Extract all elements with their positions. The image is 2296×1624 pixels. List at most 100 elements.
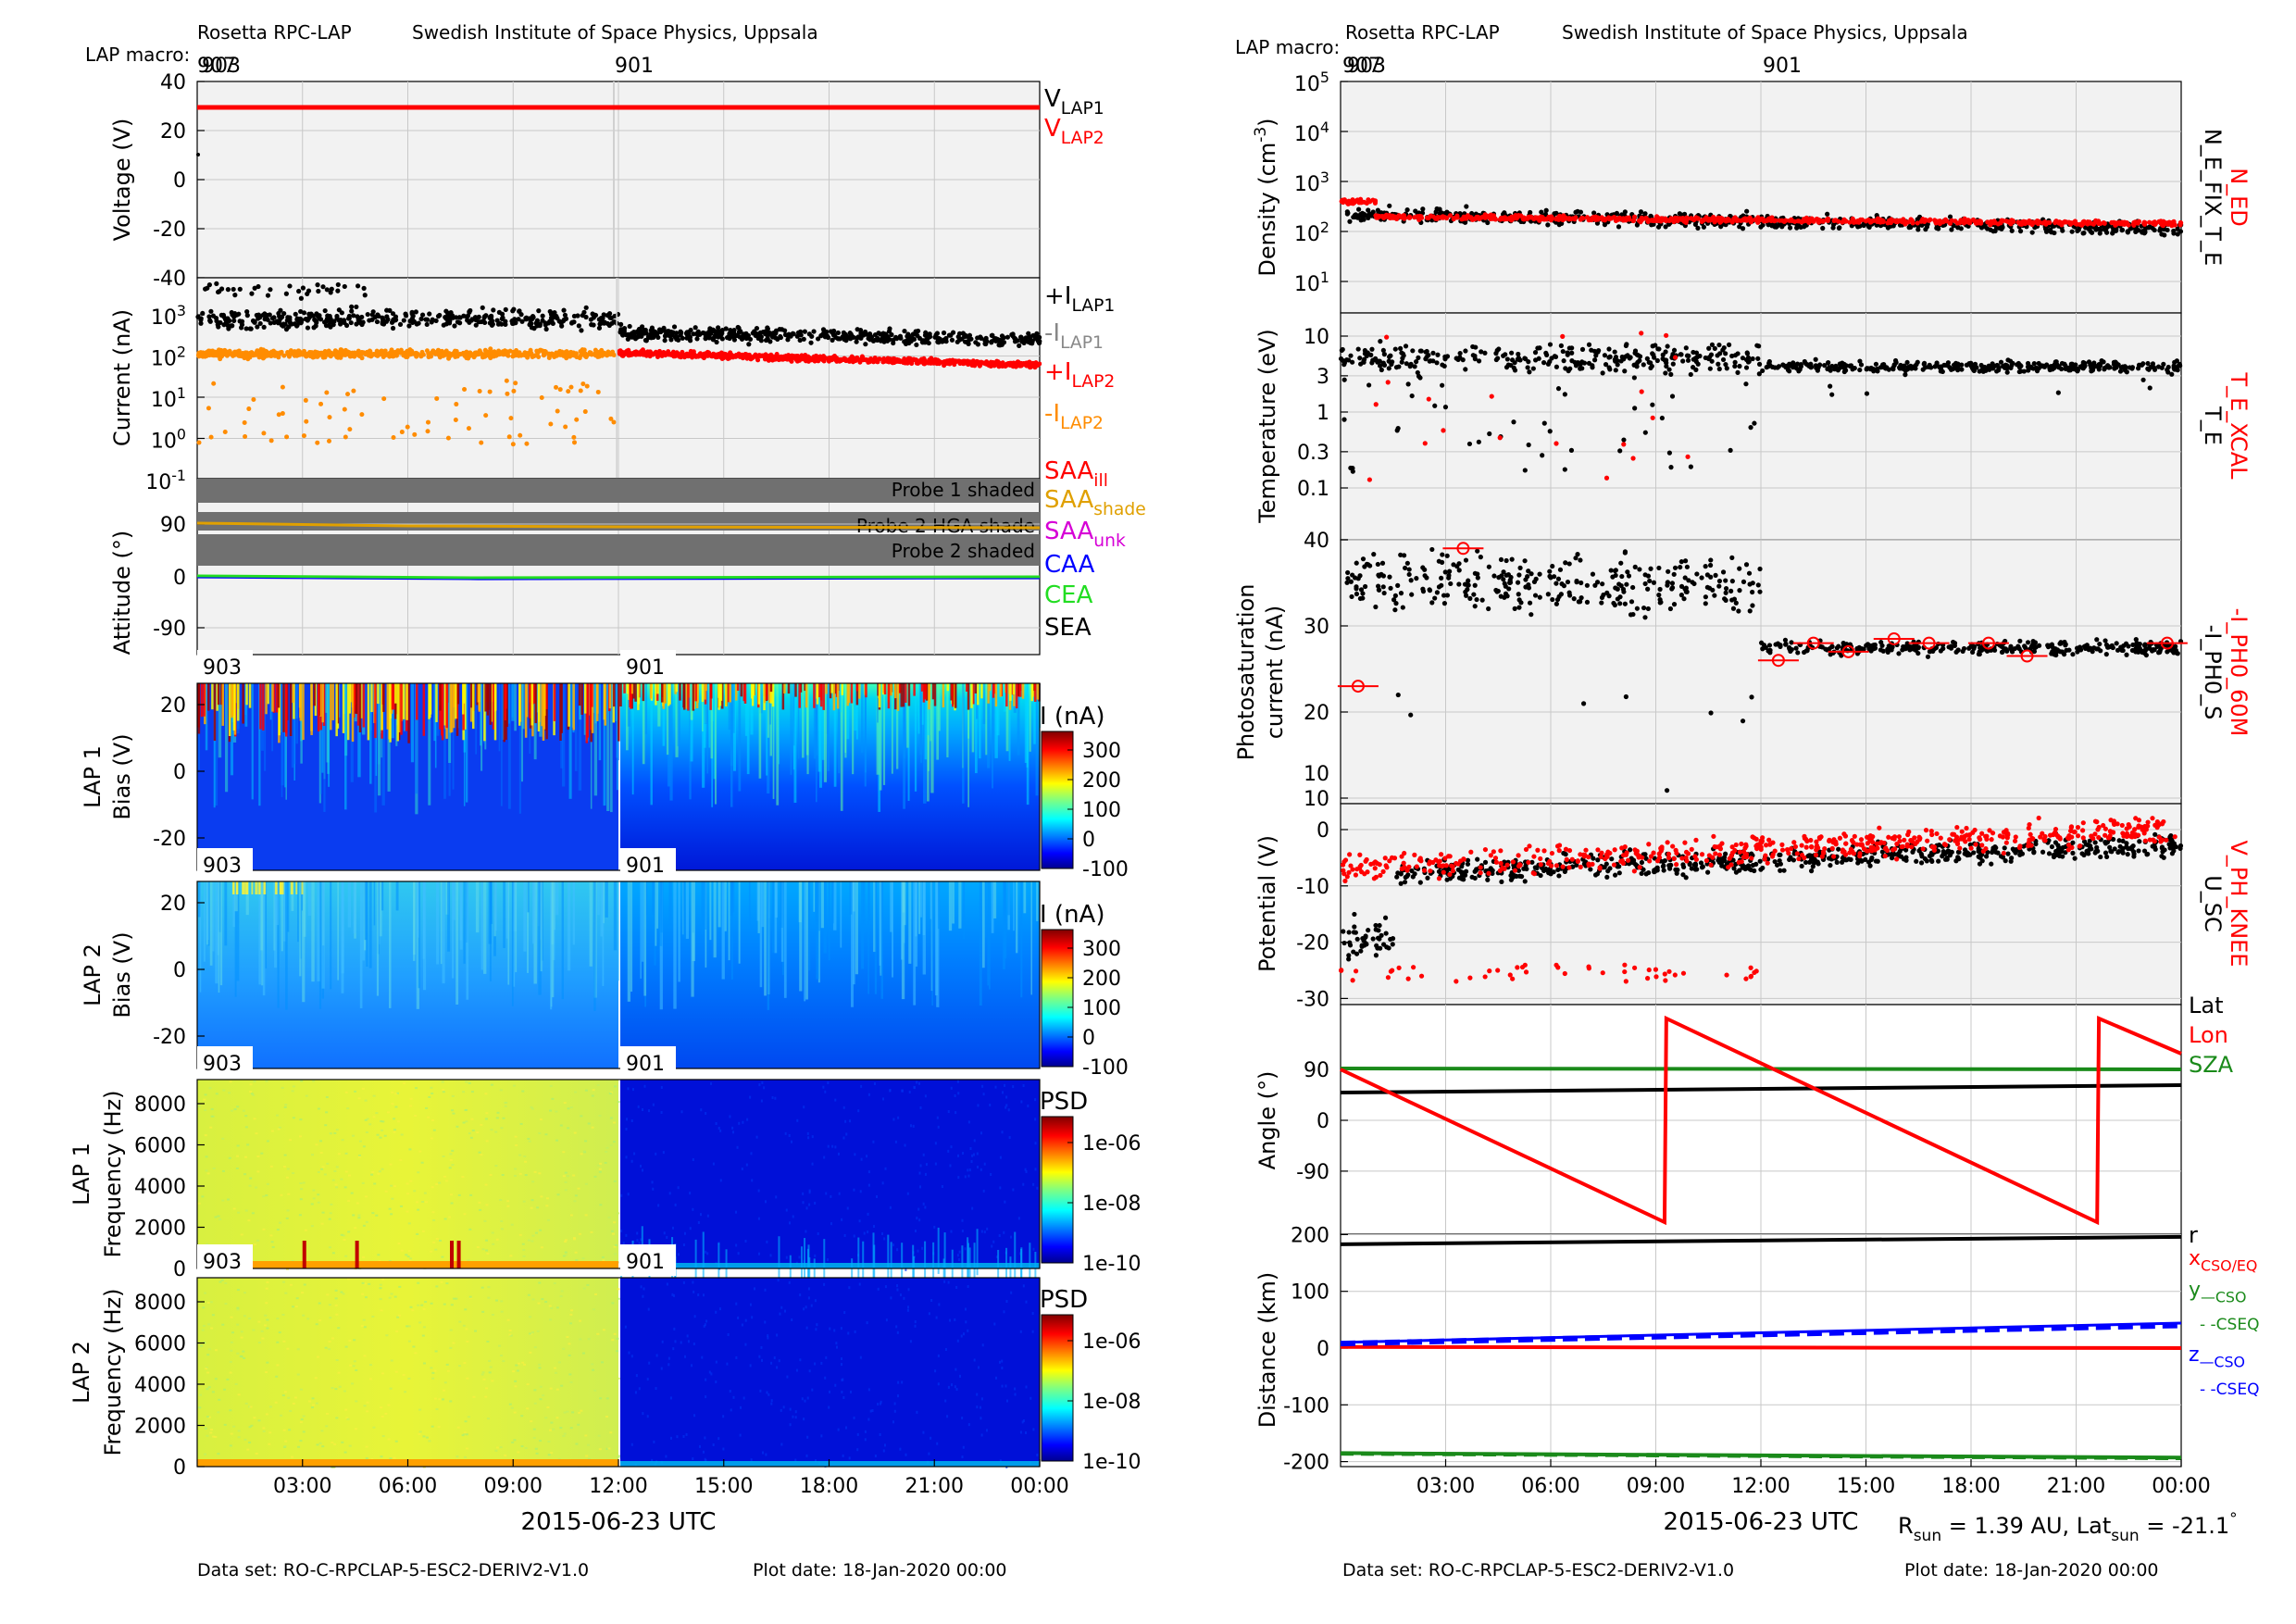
heatmap-noise — [312, 1189, 316, 1192]
point-ilap1 — [880, 331, 886, 336]
colorbar-tick-label: 1e-10 — [1082, 1253, 1141, 1276]
heatmap-noise — [289, 1409, 293, 1412]
heatmap-noise — [668, 1192, 671, 1195]
heatmap-noise — [843, 1311, 846, 1315]
heatmap-noise — [962, 1152, 965, 1156]
point-ilap2-neg — [200, 353, 206, 358]
y-tick-label: 0 — [173, 169, 186, 193]
point-ilap2-neg — [366, 349, 371, 355]
heatmap-noise — [796, 1118, 799, 1122]
point-ilap1 — [433, 318, 439, 324]
heatmap-hot — [928, 683, 930, 704]
heatmap-noise — [416, 1232, 419, 1235]
point-ilap1 — [693, 325, 698, 331]
point-ilap2-pos — [714, 353, 719, 358]
heatmap-noise — [625, 1127, 628, 1131]
heatmap-streak — [780, 881, 783, 928]
heatmap-noise — [430, 1425, 434, 1428]
heatmap-noise — [292, 1085, 295, 1088]
heatmap-noise — [403, 1081, 406, 1084]
heatmap-noise — [316, 1443, 319, 1446]
point-ilap2-neg — [307, 352, 313, 357]
heatmap-noise — [636, 1231, 639, 1235]
heatmap-noise — [236, 1289, 240, 1292]
heatmap-noise — [918, 1218, 921, 1222]
heatmap-noise — [550, 1421, 554, 1424]
point-ilap1 — [674, 336, 680, 342]
heatmap-noise — [830, 1194, 832, 1198]
point-ilap2-neg — [472, 350, 478, 356]
heatmap-noise — [422, 1307, 426, 1310]
point-ilap2-neg — [405, 424, 410, 430]
heatmap-noise — [334, 1289, 338, 1292]
point-ilap2-neg — [231, 350, 237, 356]
heatmap-noise — [451, 1109, 455, 1112]
point-ilap1 — [619, 331, 625, 338]
heatmap-noise — [918, 1171, 921, 1175]
point-ilap1 — [490, 319, 495, 324]
heatmap-noise — [262, 1195, 266, 1198]
heatmap-noise — [782, 1405, 785, 1409]
heatmap-noise — [579, 1338, 582, 1341]
heatmap-noise — [608, 1092, 612, 1094]
heatmap-noise — [283, 1154, 287, 1156]
heatmap-right — [620, 1278, 1040, 1467]
heatmap-noise — [569, 1427, 573, 1430]
point-ilap1 — [695, 329, 701, 334]
heatmap-noise — [430, 1092, 434, 1094]
heatmap-spike — [1014, 1231, 1017, 1279]
heatmap-streak — [880, 881, 883, 999]
heatmap-noise — [295, 1297, 299, 1300]
point-ilap1 — [231, 286, 236, 293]
heatmap-hot — [709, 683, 712, 710]
point-ilap1 — [324, 316, 331, 321]
heatmap-noise — [663, 1231, 666, 1235]
y-tick-label: 0 — [173, 761, 186, 784]
heatmap-streak — [1036, 881, 1039, 921]
heatmap-noise — [328, 1246, 331, 1249]
heatmap-noise — [731, 1126, 734, 1130]
heatmap-noise — [310, 1225, 314, 1228]
point-ilap1 — [779, 327, 785, 332]
heatmap-hot — [989, 683, 992, 692]
heatmap-streak — [262, 881, 266, 996]
heatmap-noise — [504, 1454, 507, 1456]
heatmap-noise — [611, 1302, 615, 1305]
point-ilap1 — [496, 309, 502, 315]
heatmap-noise — [858, 1282, 861, 1286]
heatmap-noise — [666, 1282, 668, 1286]
heatmap-streak — [732, 683, 735, 733]
heatmap-noise — [448, 1167, 452, 1169]
colorbar-label: I (nA) — [1040, 901, 1104, 929]
heatmap-noise — [335, 1186, 339, 1189]
heatmap-noise — [784, 1131, 787, 1135]
heatmap-noise — [230, 1432, 233, 1435]
heatmap-streak — [395, 881, 399, 911]
heatmap-noise — [302, 1181, 306, 1184]
heatmap-streak — [555, 881, 559, 916]
heatmap-noise — [874, 1454, 877, 1457]
heatmap-noise — [662, 1151, 665, 1155]
heatmap-noise — [569, 1380, 573, 1383]
heatmap-hot — [289, 683, 293, 737]
heatmap-noise — [325, 1096, 329, 1099]
heatmap-noise — [464, 1420, 468, 1423]
point-ilap1 — [714, 339, 719, 345]
point-ilap1 — [232, 293, 238, 298]
heatmap-hot — [534, 683, 537, 724]
heatmap-noise — [563, 1102, 567, 1105]
heatmap-noise — [379, 1136, 382, 1139]
point-ilap1 — [443, 308, 449, 314]
heatmap-noise — [750, 1152, 753, 1156]
heatmap-noise — [316, 1355, 319, 1358]
heatmap-noise — [260, 1330, 264, 1332]
heatmap-noise — [999, 1156, 1002, 1159]
heatmap-hot — [545, 683, 548, 709]
point-ilap1 — [967, 332, 973, 338]
legend-cea: CEA — [1044, 581, 1093, 609]
point-ilap1 — [867, 331, 873, 337]
heatmap-noise — [384, 1190, 388, 1193]
heatmap-noise — [947, 1280, 950, 1284]
